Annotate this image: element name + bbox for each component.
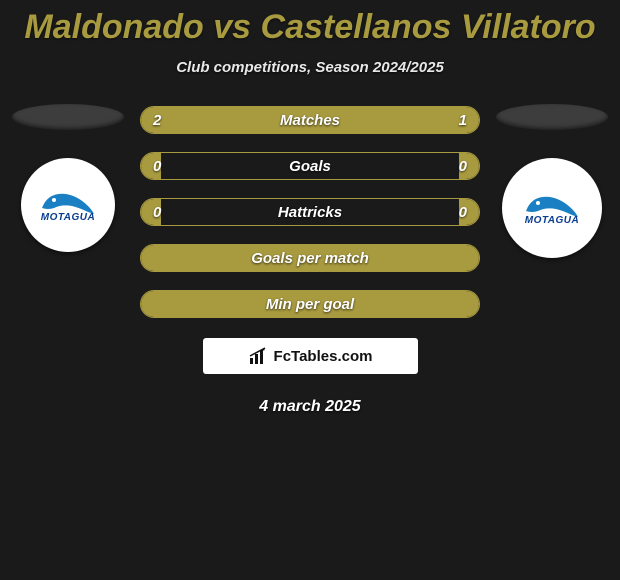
team-logo-right-label: MOTAGUA [525, 215, 579, 226]
stat-bar: 2 Matches 1 [140, 106, 480, 134]
attribution-badge[interactable]: FcTables.com [203, 338, 418, 374]
stat-left-value: 0 [153, 158, 161, 175]
team-logo-right: MOTAGUA [502, 158, 602, 258]
stat-bars: 2 Matches 1 0 Goals 0 0 Hattricks 0 Goals per mat… [140, 104, 480, 318]
player-placeholder-right [496, 104, 608, 130]
stat-label: Goals [289, 158, 331, 175]
main-row: MOTAGUA 2 Matches 1 0 Goals 0 0 Hattricks 0 Goals… [0, 104, 620, 318]
stat-label: Min per goal [266, 296, 354, 313]
stat-label: Hattricks [278, 204, 342, 221]
stat-left-value: 2 [153, 112, 161, 129]
stat-right-value: 1 [459, 112, 467, 129]
stat-right-value: 0 [459, 158, 467, 175]
player-placeholder-left [12, 104, 124, 130]
stat-bar: Goals per match [140, 244, 480, 272]
attribution-text: FcTables.com [274, 348, 373, 365]
team-logo-left: MOTAGUA [21, 158, 115, 252]
stat-bar: 0 Goals 0 [140, 152, 480, 180]
stat-bar: Min per goal [140, 290, 480, 318]
page-title: Maldonado vs Castellanos Villatoro [0, 8, 620, 47]
stat-right-value: 0 [459, 204, 467, 221]
stat-bar: 0 Hattricks 0 [140, 198, 480, 226]
left-side: MOTAGUA [12, 104, 124, 252]
chart-bars-icon [248, 346, 270, 366]
stat-left-value: 0 [153, 204, 161, 221]
comparison-card: Maldonado vs Castellanos Villatoro Club … [0, 0, 620, 416]
right-side: MOTAGUA [496, 104, 608, 258]
team-logo-left-label: MOTAGUA [41, 212, 95, 223]
date-text: 4 march 2025 [0, 398, 620, 416]
stat-label: Matches [280, 112, 340, 129]
stat-label: Goals per match [251, 250, 369, 267]
subtitle: Club competitions, Season 2024/2025 [0, 59, 620, 76]
